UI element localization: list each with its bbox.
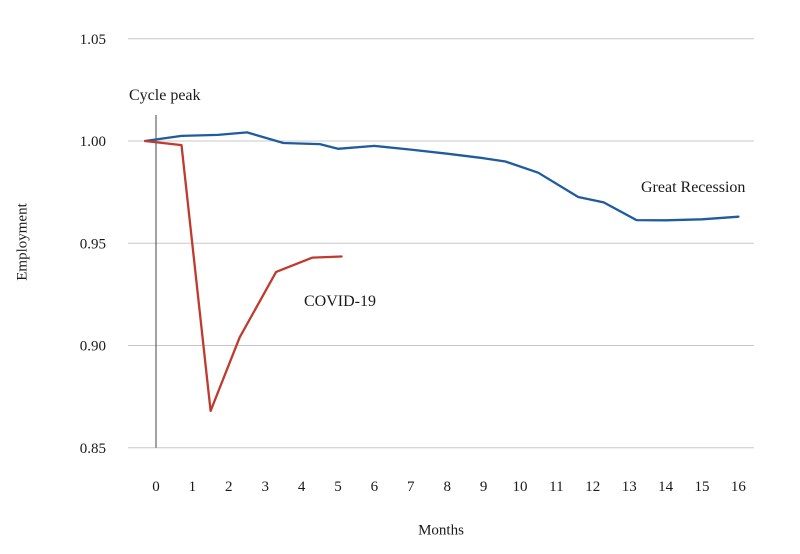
series-line-covid-19 [143,139,343,413]
x-tick-label: 5 [334,479,342,495]
y-tick-label: 0.95 [80,236,106,252]
x-tick-label: 12 [585,479,600,495]
cycle-peak-annotation: Cycle peak [129,87,201,104]
series-line-great-recession [143,131,740,222]
y-tick-label: 1.05 [80,32,106,48]
x-tick-label: 0 [152,479,160,495]
x-tick-label: 15 [695,479,710,495]
x-tick-label: 13 [622,479,637,495]
great-recession-series-label: Great Recession [641,179,746,196]
y-tick-label: 0.85 [80,441,106,457]
x-tick-label: 10 [513,479,528,495]
y-tick-label: 0.90 [80,339,106,355]
x-tick-label: 9 [480,479,488,495]
covid-series-label: COVID-19 [304,293,376,310]
x-tick-label: 6 [371,479,379,495]
x-tick-label: 7 [407,479,415,495]
y-axis-title: Employment [14,203,31,281]
x-axis-title: Months [418,522,464,539]
x-tick-label: 14 [658,479,674,495]
x-tick-label: 16 [731,479,747,495]
x-tick-label: 1 [189,479,197,495]
x-tick-label: 2 [225,479,233,495]
y-tick-label: 1.00 [80,134,106,150]
x-tick-label: 8 [443,479,451,495]
x-tick-label: 11 [549,479,563,495]
x-tick-label: 3 [261,479,269,495]
x-tick-label: 4 [298,479,306,495]
